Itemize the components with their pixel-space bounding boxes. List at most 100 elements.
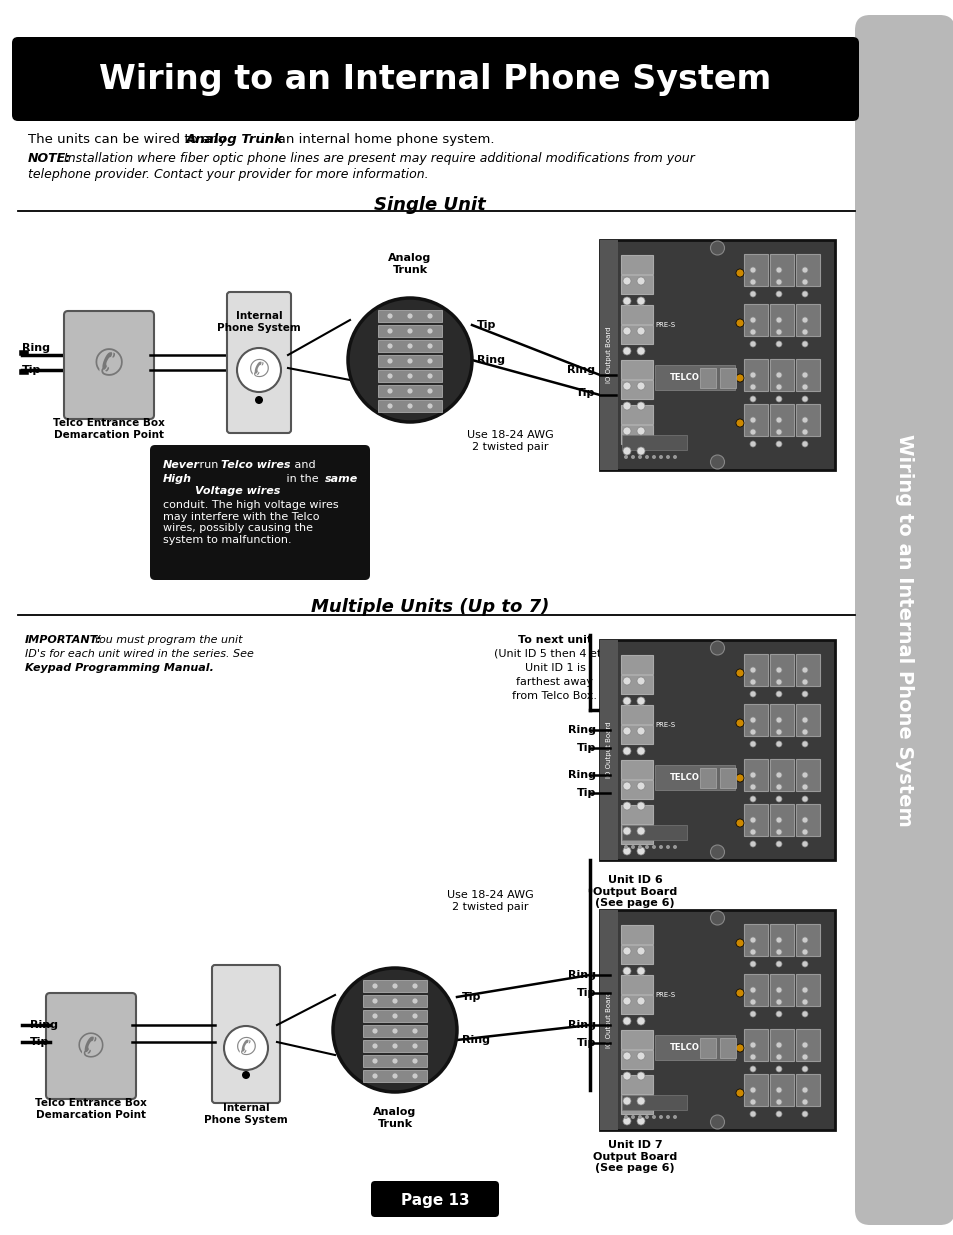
Circle shape [387, 343, 393, 350]
Circle shape [735, 774, 743, 782]
Text: Wiring to an Internal Phone System: Wiring to an Internal Phone System [99, 63, 770, 95]
Circle shape [801, 987, 807, 993]
Circle shape [749, 1066, 755, 1072]
Circle shape [622, 1116, 630, 1125]
FancyBboxPatch shape [620, 945, 652, 965]
Text: NOTE:: NOTE: [28, 152, 71, 165]
Circle shape [622, 697, 630, 705]
FancyBboxPatch shape [743, 974, 767, 1007]
Circle shape [622, 747, 630, 755]
Circle shape [254, 396, 263, 404]
Circle shape [644, 845, 648, 848]
Circle shape [775, 692, 781, 697]
Circle shape [801, 961, 807, 967]
Circle shape [775, 372, 781, 378]
FancyBboxPatch shape [621, 825, 686, 840]
Text: telephone provider. Contact your provider for more information.: telephone provider. Contact your provide… [28, 168, 428, 182]
Text: The units can be wired to any: The units can be wired to any [28, 133, 231, 146]
Circle shape [637, 1016, 644, 1025]
Text: Demarcation Point: Demarcation Point [36, 1110, 146, 1120]
Circle shape [427, 312, 433, 319]
Circle shape [672, 845, 677, 848]
FancyBboxPatch shape [769, 254, 793, 287]
FancyBboxPatch shape [769, 924, 793, 956]
Circle shape [638, 454, 641, 459]
Text: Use 18-24 AWG
2 twisted pair: Use 18-24 AWG 2 twisted pair [446, 890, 533, 911]
FancyBboxPatch shape [363, 1055, 427, 1067]
Text: You must program the unit: You must program the unit [90, 635, 242, 645]
Text: run: run [195, 459, 222, 471]
Circle shape [749, 692, 755, 697]
Text: To next unit: To next unit [517, 635, 592, 645]
FancyBboxPatch shape [620, 825, 652, 844]
Text: IMPORTANT:: IMPORTANT: [25, 635, 102, 645]
FancyBboxPatch shape [720, 1037, 735, 1058]
FancyBboxPatch shape [769, 760, 793, 790]
Circle shape [644, 1115, 648, 1119]
FancyBboxPatch shape [599, 240, 834, 471]
Circle shape [749, 341, 755, 347]
FancyBboxPatch shape [854, 15, 953, 1225]
FancyBboxPatch shape [150, 445, 370, 580]
Circle shape [427, 329, 433, 333]
FancyBboxPatch shape [655, 764, 734, 790]
FancyBboxPatch shape [743, 1029, 767, 1061]
FancyBboxPatch shape [377, 385, 441, 396]
Circle shape [710, 641, 723, 655]
FancyBboxPatch shape [371, 1181, 498, 1216]
Circle shape [637, 967, 644, 974]
FancyBboxPatch shape [377, 370, 441, 382]
Circle shape [775, 987, 781, 993]
Circle shape [749, 1087, 755, 1093]
Circle shape [775, 396, 781, 403]
FancyBboxPatch shape [620, 1095, 652, 1114]
Text: Single Unit: Single Unit [374, 196, 485, 214]
Circle shape [801, 1042, 807, 1049]
Circle shape [622, 382, 630, 390]
Circle shape [749, 772, 755, 778]
FancyBboxPatch shape [599, 640, 618, 860]
Text: Telco Entrance Box: Telco Entrance Box [35, 1098, 147, 1108]
FancyBboxPatch shape [620, 676, 652, 694]
Circle shape [749, 279, 755, 285]
Circle shape [622, 1072, 630, 1079]
Circle shape [622, 727, 630, 735]
Circle shape [412, 1013, 417, 1019]
Circle shape [623, 845, 627, 848]
Circle shape [801, 718, 807, 722]
Circle shape [775, 291, 781, 296]
Circle shape [372, 998, 377, 1004]
Text: Tip: Tip [576, 988, 596, 998]
FancyBboxPatch shape [620, 974, 652, 994]
Circle shape [801, 396, 807, 403]
Text: Ring: Ring [567, 1020, 596, 1030]
Circle shape [412, 1058, 417, 1065]
Text: Ring: Ring [476, 354, 504, 366]
Text: Demarcation Point: Demarcation Point [54, 430, 164, 440]
FancyBboxPatch shape [599, 240, 618, 471]
Circle shape [775, 384, 781, 390]
Circle shape [387, 373, 393, 379]
Circle shape [407, 403, 413, 409]
FancyBboxPatch shape [769, 1074, 793, 1107]
Circle shape [749, 961, 755, 967]
Text: Keypad Programming Manual.: Keypad Programming Manual. [25, 663, 213, 673]
Circle shape [622, 802, 630, 810]
FancyBboxPatch shape [769, 974, 793, 1007]
Text: High: High [163, 474, 192, 484]
Circle shape [372, 1073, 377, 1079]
Circle shape [801, 797, 807, 802]
Circle shape [775, 1066, 781, 1072]
Text: TELCO: TELCO [669, 373, 700, 382]
Circle shape [801, 841, 807, 847]
Circle shape [801, 317, 807, 324]
Circle shape [637, 782, 644, 790]
Circle shape [749, 818, 755, 823]
Circle shape [387, 329, 393, 333]
Circle shape [749, 1011, 755, 1016]
Text: in the: in the [283, 474, 322, 484]
Circle shape [623, 1115, 627, 1119]
Circle shape [775, 317, 781, 324]
Text: Tip: Tip [576, 1037, 596, 1049]
Text: (Unit ID 5 then 4 etc.): (Unit ID 5 then 4 etc.) [494, 650, 615, 659]
